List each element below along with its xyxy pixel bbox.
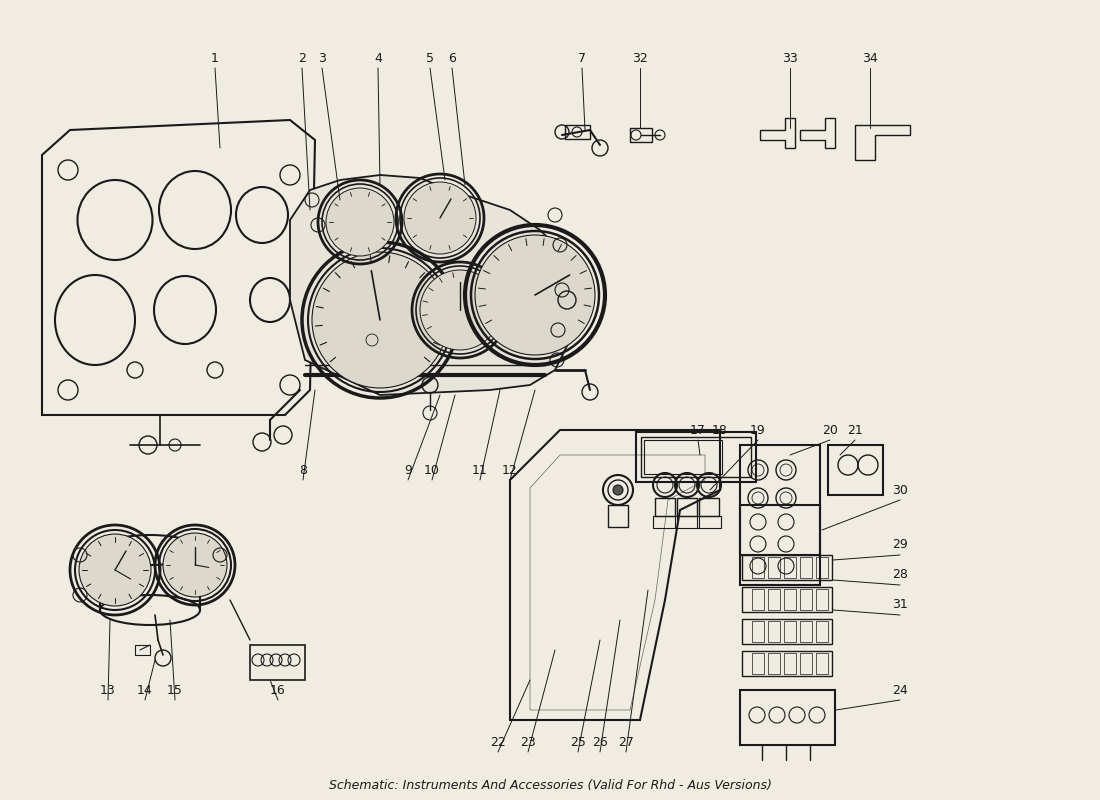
Bar <box>816 621 828 642</box>
Bar <box>675 516 698 528</box>
Text: 6: 6 <box>448 51 455 65</box>
Text: 14: 14 <box>138 683 153 697</box>
Text: 24: 24 <box>892 683 907 697</box>
Bar <box>768 589 780 610</box>
Bar <box>752 621 764 642</box>
Text: 22: 22 <box>491 735 506 749</box>
Text: 18: 18 <box>712 423 728 437</box>
Bar <box>800 653 812 674</box>
Text: 5: 5 <box>426 51 434 65</box>
Bar <box>784 589 796 610</box>
Text: 2: 2 <box>298 51 306 65</box>
Circle shape <box>475 235 595 355</box>
Text: 33: 33 <box>782 51 797 65</box>
Bar <box>828 445 883 495</box>
Text: 13: 13 <box>100 683 116 697</box>
Bar <box>608 505 628 527</box>
Bar <box>816 589 828 610</box>
Bar <box>630 128 652 142</box>
Text: Schematic: Instruments And Accessories (Valid For Rhd - Aus Versions): Schematic: Instruments And Accessories (… <box>329 778 771 791</box>
Bar <box>768 557 780 578</box>
Circle shape <box>79 534 151 606</box>
Bar <box>742 555 832 580</box>
Text: 32: 32 <box>632 51 648 65</box>
Text: 16: 16 <box>271 683 286 697</box>
Text: 4: 4 <box>374 51 382 65</box>
Text: 29: 29 <box>892 538 907 551</box>
Text: 19: 19 <box>750 423 766 437</box>
Text: 12: 12 <box>502 463 518 477</box>
Bar <box>742 651 832 676</box>
Text: 10: 10 <box>425 463 440 477</box>
Bar <box>742 619 832 644</box>
Polygon shape <box>290 175 580 395</box>
Bar <box>800 621 812 642</box>
Bar <box>697 516 720 528</box>
Text: 27: 27 <box>618 735 634 749</box>
Circle shape <box>163 533 227 597</box>
Text: 7: 7 <box>578 51 586 65</box>
Bar <box>135 645 150 655</box>
Bar <box>752 653 764 674</box>
Text: 21: 21 <box>847 423 862 437</box>
Bar <box>250 645 305 680</box>
Bar <box>752 589 764 610</box>
Bar <box>752 557 764 578</box>
Bar <box>768 621 780 642</box>
Text: 31: 31 <box>892 598 907 611</box>
Text: 25: 25 <box>570 735 586 749</box>
Circle shape <box>404 182 476 254</box>
Text: 3: 3 <box>318 51 326 65</box>
Bar <box>641 437 751 477</box>
Bar <box>768 653 780 674</box>
Bar <box>740 690 835 745</box>
Text: 1: 1 <box>211 51 219 65</box>
Circle shape <box>326 188 394 256</box>
Bar <box>676 498 697 516</box>
Circle shape <box>613 485 623 495</box>
Bar <box>800 557 812 578</box>
Bar <box>784 653 796 674</box>
Text: 23: 23 <box>520 735 536 749</box>
Bar <box>740 505 820 585</box>
Bar <box>816 557 828 578</box>
Bar <box>644 440 722 474</box>
Text: 26: 26 <box>592 735 608 749</box>
Circle shape <box>312 252 448 388</box>
Bar <box>742 587 832 612</box>
Text: 11: 11 <box>472 463 488 477</box>
Bar <box>784 557 796 578</box>
Text: 8: 8 <box>299 463 307 477</box>
Bar <box>654 498 675 516</box>
Text: 9: 9 <box>404 463 411 477</box>
Bar <box>653 516 676 528</box>
Text: 34: 34 <box>862 51 878 65</box>
Bar <box>784 621 796 642</box>
Text: 28: 28 <box>892 569 907 582</box>
Circle shape <box>420 270 500 350</box>
Bar <box>565 125 590 139</box>
Text: 30: 30 <box>892 483 907 497</box>
Text: 15: 15 <box>167 683 183 697</box>
Bar <box>800 589 812 610</box>
Bar <box>698 498 719 516</box>
Bar <box>636 432 756 482</box>
Bar <box>740 445 820 555</box>
Text: 20: 20 <box>822 423 838 437</box>
Text: 17: 17 <box>690 423 706 437</box>
Bar <box>816 653 828 674</box>
